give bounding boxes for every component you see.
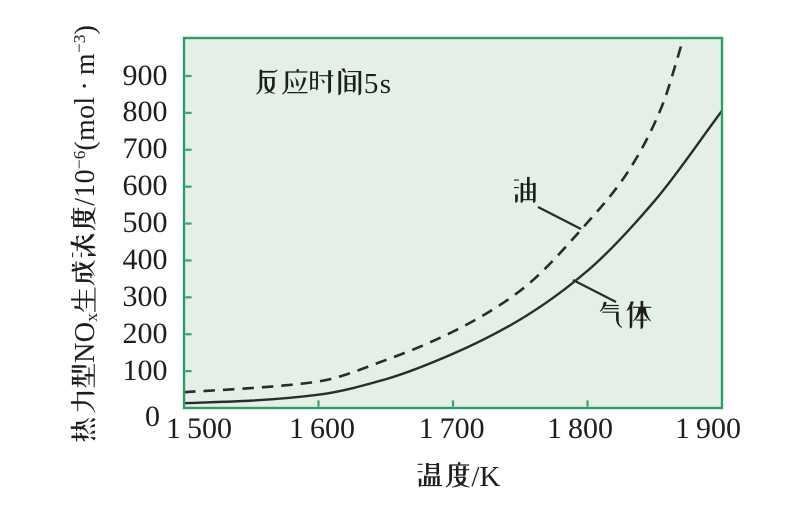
y-tick-label: 600	[122, 169, 168, 203]
series-label-gas	[597, 299, 652, 333]
axis-tick-marks	[185, 74, 589, 407]
y-tick-label: 300	[122, 279, 168, 313]
curve-oil	[184, 38, 685, 394]
cjk-glyph	[71, 207, 96, 231]
cjk-glyph	[445, 462, 470, 488]
cjk-glyph	[626, 300, 651, 329]
cjk-glyph	[70, 417, 96, 442]
cjk-glyph	[338, 68, 362, 96]
cjk-glyph	[417, 462, 442, 487]
plot-area	[184, 38, 722, 408]
x-tick-label: 1 700	[418, 411, 485, 445]
y-tick-label: 500	[122, 206, 168, 240]
data-curves	[184, 38, 722, 405]
cjk-glyph	[71, 364, 95, 388]
annotation-reaction-time: 5s	[253, 66, 392, 100]
cjk-glyph	[70, 234, 96, 258]
ylabel-sub: x	[82, 312, 102, 322]
x-axis-title: /K	[416, 459, 500, 493]
cjk-glyph	[281, 69, 308, 95]
cjk-glyph	[71, 260, 96, 286]
y-tick-label: 400	[122, 242, 168, 276]
y-tick-label: 0	[145, 399, 160, 433]
plot-border	[182, 36, 724, 410]
y-tick-label: 800	[122, 95, 168, 129]
y-tick-label: 700	[122, 132, 168, 166]
cjk-glyph	[256, 69, 278, 95]
cjk-glyph	[71, 392, 96, 414]
x-tick-label: 1 500	[165, 411, 232, 445]
cjk-glyph	[599, 301, 623, 328]
label-pointer-lines	[537, 205, 617, 304]
cjk-glyph	[310, 70, 334, 94]
y-tick-label: 100	[122, 353, 168, 387]
y-tick-label: 200	[122, 316, 168, 350]
ylabel-sup: −3	[69, 34, 89, 53]
curve-gas	[184, 109, 722, 405]
x-tick-label: 1 600	[288, 411, 355, 445]
series-label-oil	[511, 174, 539, 208]
y-tick-label: 900	[122, 58, 168, 92]
gas-pointer	[572, 278, 617, 304]
cjk-glyph	[513, 176, 536, 203]
x-tick-label: 1 800	[546, 411, 613, 445]
y-axis-title: NOx/10−6(mol · m−3)	[64, 25, 108, 443]
oil-pointer	[537, 205, 582, 231]
cjk-glyph	[71, 287, 96, 312]
x-tick-label: 1 900	[674, 411, 741, 445]
ylabel-sup: −6	[69, 150, 89, 170]
